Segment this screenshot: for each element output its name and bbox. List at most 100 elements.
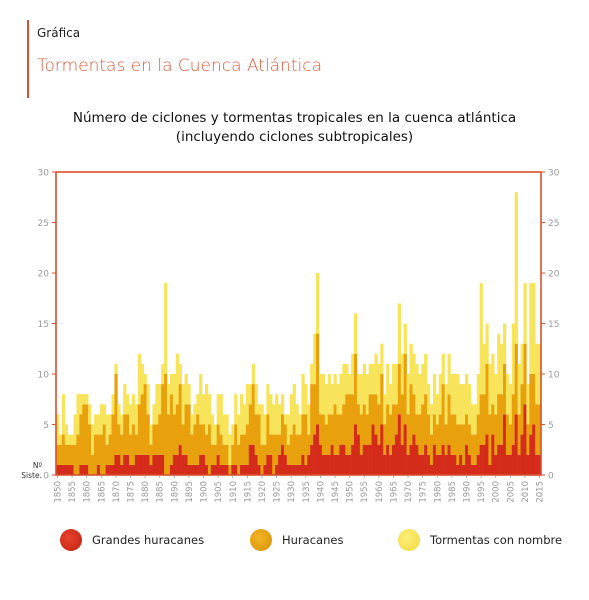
y-tick-label-left: 10 bbox=[38, 371, 50, 381]
bar-segment-2008-major bbox=[517, 454, 521, 475]
bar-segment-1972-major bbox=[412, 434, 416, 475]
bar-segment-1895-major bbox=[187, 464, 191, 475]
bar-segment-1957-hurricanes bbox=[368, 394, 372, 445]
bar-segment-1867-storms bbox=[105, 414, 109, 445]
bar-segment-1875-storms bbox=[129, 404, 133, 435]
bar-segment-1867-hurricanes bbox=[105, 444, 109, 465]
bar-segment-1938-hurricanes bbox=[313, 384, 317, 435]
bar-segment-1881-major bbox=[146, 454, 150, 475]
bar-segment-1977-storms bbox=[427, 384, 431, 415]
bar-segment-1952-storms bbox=[354, 313, 358, 354]
bar-segment-1926-storms bbox=[278, 404, 282, 435]
bar-segment-1854-storms bbox=[67, 434, 71, 445]
bar-segment-1965-major bbox=[391, 444, 396, 475]
bar-segment-1988-storms bbox=[459, 384, 463, 425]
bar-segment-1850-major bbox=[56, 464, 60, 475]
y-tick-label-right: 5 bbox=[548, 421, 554, 431]
bar-segment-1855-storms bbox=[70, 434, 74, 445]
bar-segment-1853-storms bbox=[64, 424, 68, 445]
bar-segment-1893-hurricanes bbox=[181, 424, 185, 455]
bar-segment-1880-hurricanes bbox=[143, 384, 147, 455]
bar-segment-1890-major bbox=[172, 454, 177, 475]
x-tick-label-1935: 1935 bbox=[302, 481, 312, 503]
bar-segment-1963-storms bbox=[386, 363, 390, 405]
bar-segment-1991-storms bbox=[467, 384, 472, 425]
bar-segment-1982-major bbox=[441, 444, 445, 475]
y-tick-label-left: 25 bbox=[38, 219, 49, 229]
bar-segment-1859-major bbox=[82, 464, 86, 475]
bar-segment-1915-storms bbox=[245, 384, 250, 425]
bar-segment-1961-major bbox=[380, 424, 384, 475]
bar-segment-2012-major bbox=[529, 434, 533, 475]
bar-segment-1966-hurricanes bbox=[394, 404, 399, 435]
bar-segment-1884-storms bbox=[155, 384, 159, 425]
bar-segment-1868-hurricanes bbox=[108, 434, 112, 465]
bar-segment-1967-storms bbox=[397, 303, 402, 364]
bar-segment-2004-storms bbox=[505, 374, 510, 415]
section-title: Tormentas en la Cuenca Atlántica bbox=[37, 56, 323, 76]
bar-segment-1946-major bbox=[336, 454, 340, 475]
bar-segment-1964-storms bbox=[389, 384, 393, 415]
bar-segment-1851-hurricanes bbox=[58, 444, 63, 465]
chart-subtitle: (incluyendo ciclones subtropicales) bbox=[175, 129, 414, 145]
x-tick-label-1870: 1870 bbox=[112, 481, 122, 503]
bar-segment-1870-hurricanes bbox=[114, 374, 118, 455]
bar-segment-1940-hurricanes bbox=[318, 414, 323, 445]
x-tick-label-1900: 1900 bbox=[200, 481, 210, 503]
bar-segment-1890-storms bbox=[172, 374, 177, 415]
bar-segment-1892-major bbox=[178, 444, 182, 475]
bar-segment-2004-hurricanes bbox=[505, 414, 510, 455]
bar-segment-1977-hurricanes bbox=[427, 414, 431, 455]
bar-segment-1907-storms bbox=[222, 414, 226, 445]
bar-segment-1953-storms bbox=[356, 374, 361, 405]
bar-segment-1862-hurricanes bbox=[91, 454, 95, 475]
bar-segment-1901-major bbox=[205, 464, 209, 475]
bar-segment-1857-storms bbox=[76, 394, 80, 435]
bar-segment-1986-major bbox=[453, 454, 457, 475]
bar-segment-1949-hurricanes bbox=[345, 394, 349, 455]
bar-segment-1953-major bbox=[356, 434, 361, 475]
bar-segment-1963-major bbox=[386, 444, 390, 475]
bar-segment-1978-major bbox=[429, 464, 434, 475]
bar-segment-1885-storms bbox=[158, 384, 162, 415]
x-tick-label-1960: 1960 bbox=[375, 481, 385, 503]
bar-segment-1917-major bbox=[251, 444, 255, 475]
x-tick-label-2010: 2010 bbox=[521, 481, 531, 503]
bar-segment-1903-storms bbox=[210, 414, 215, 445]
bar-segment-1946-storms bbox=[336, 384, 340, 415]
bar-segment-1937-hurricanes bbox=[310, 384, 314, 445]
bar-segment-1881-hurricanes bbox=[146, 414, 150, 455]
bar-segment-2006-major bbox=[511, 444, 515, 475]
bar-segment-1937-major bbox=[310, 444, 314, 475]
bar-segment-1859-hurricanes bbox=[82, 404, 86, 465]
bar-segment-1969-storms bbox=[403, 323, 407, 354]
bar-segment-1908-hurricanes bbox=[225, 444, 229, 465]
bar-segment-1935-storms bbox=[304, 384, 308, 415]
bar-segment-1915-major bbox=[245, 464, 250, 475]
bar-segment-1911-major bbox=[234, 464, 238, 475]
bar-segment-1949-storms bbox=[345, 363, 349, 395]
bar-segment-1944-storms bbox=[330, 384, 334, 415]
bar-segment-1918-hurricanes bbox=[254, 414, 258, 455]
bar-segment-2007-hurricanes bbox=[514, 343, 518, 415]
bar-segment-1885-hurricanes bbox=[158, 414, 162, 455]
bar-segment-1863-hurricanes bbox=[93, 434, 98, 475]
bar-segment-1941-storms bbox=[321, 374, 326, 415]
bar-segment-1947-hurricanes bbox=[339, 414, 343, 445]
bar-segment-1975-major bbox=[421, 454, 425, 475]
bar-segment-1973-hurricanes bbox=[415, 414, 419, 445]
bar-segment-1935-major bbox=[304, 464, 308, 475]
bar-segment-1932-hurricanes bbox=[295, 434, 299, 465]
bar-segment-1887-hurricanes bbox=[164, 374, 168, 475]
bar-segment-1975-storms bbox=[421, 363, 425, 405]
bar-segment-1872-hurricanes bbox=[120, 434, 124, 465]
bar-segment-1897-hurricanes bbox=[193, 424, 197, 465]
x-tick-label-2000: 2000 bbox=[492, 481, 502, 503]
bar-segment-2007-storms bbox=[514, 192, 518, 344]
bar-segment-1980-storms bbox=[435, 394, 440, 425]
bar-segment-1999-storms bbox=[491, 353, 495, 405]
bar-segment-1868-major bbox=[108, 464, 112, 475]
bar-segment-1997-hurricanes bbox=[485, 363, 489, 435]
bar-segment-1993-major bbox=[473, 464, 478, 475]
